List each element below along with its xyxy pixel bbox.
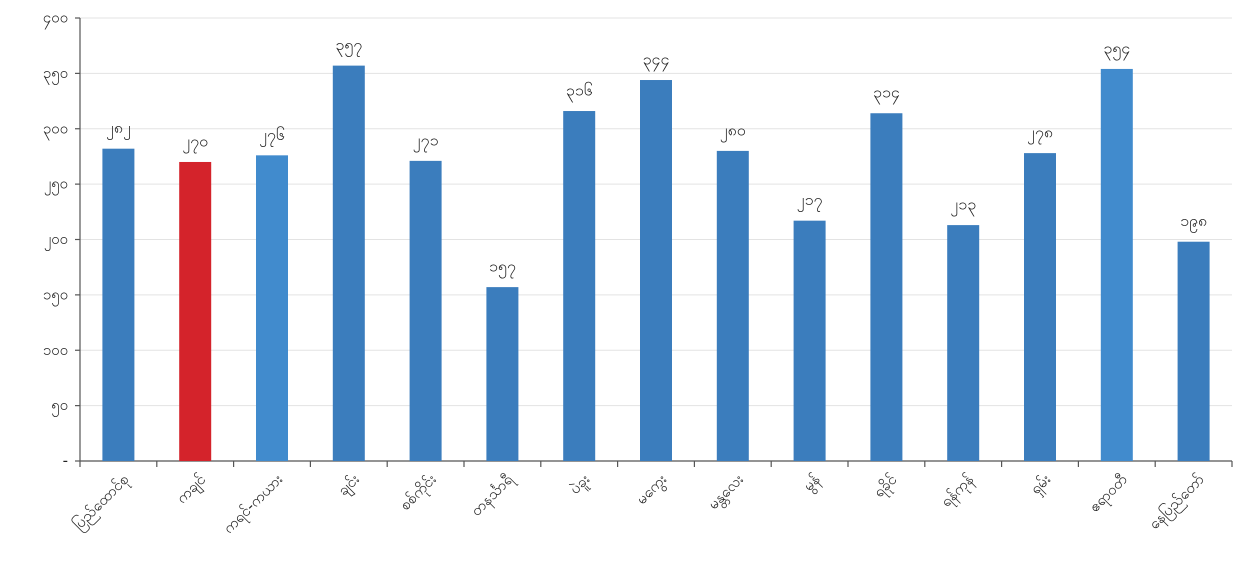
x-tick-label: ရခိုင် (870, 470, 903, 503)
bar (1177, 241, 1210, 461)
data-label: ၁၅၇ (489, 257, 516, 279)
y-tick-label: ၃၀၀ (43, 119, 68, 140)
x-tick-label: မန္တလေး (704, 470, 749, 515)
x-tick-label: ဧရာဝတီ (1085, 470, 1133, 518)
y-tick-label: ၁၅၀ (43, 285, 68, 306)
data-label: ၂၈၀ (720, 120, 746, 142)
data-label: ၂၇၆ (259, 125, 285, 147)
data-label: ၂၁၃ (950, 195, 976, 217)
x-tick-label: ကရင်-ကယား (219, 470, 288, 539)
bar (870, 113, 903, 462)
y-tick-label: ၁၀၀ (43, 341, 68, 359)
data-label: ၂၇၁ (413, 130, 439, 152)
y-tick-label: ၂၀၀ (44, 230, 68, 251)
bar (1024, 153, 1056, 462)
bar (640, 80, 672, 462)
data-label: ၂၇၈ (1027, 123, 1053, 145)
bar (563, 111, 596, 461)
x-tick-label: နေပြည်တော် (1144, 470, 1209, 535)
x-tick-label: ချင်း (334, 470, 365, 501)
x-tick-label: တနင်္သာရီ (467, 469, 519, 521)
x-tick-label: စစ်ကိုင်း (396, 470, 442, 516)
y-tick-label: ၃၅၀ (43, 64, 68, 85)
data-label: ၂၇၀ (182, 131, 208, 153)
data-label: ၃၁၄ (873, 83, 900, 105)
x-tick-label: မကွေး (632, 470, 672, 510)
x-tick-label: မွန် (799, 470, 825, 496)
bar (486, 287, 519, 461)
y-tick-label: ၅၀ (51, 396, 68, 417)
y-tick-label: ၄၀၀ (43, 9, 68, 30)
y-tick-label: - (63, 452, 68, 470)
bar (102, 148, 135, 461)
bar (409, 160, 442, 461)
data-label: ၃၄၄ (643, 50, 670, 72)
x-tick-label: ပဲခူး (566, 470, 596, 500)
data-label: ၂၁၇ (797, 190, 823, 212)
x-tick-label: ကချင် (173, 470, 212, 509)
y-tick-label: ၂၅၀ (44, 175, 68, 196)
bar (179, 161, 212, 461)
data-label: ၃၁၆ (566, 81, 593, 103)
bar (332, 65, 365, 461)
bar (793, 220, 826, 461)
data-label: ၃၅၄ (1103, 38, 1130, 60)
bar (1100, 68, 1133, 461)
data-label: ၃၅၇ (335, 35, 362, 57)
data-label: ၂၈၂ (106, 118, 131, 140)
x-tick-label: ပြည်ထောင်စု (69, 470, 135, 536)
x-tick-label: ရှမ်း (1026, 470, 1056, 500)
x-tick-label: ရန်ကုန် (937, 470, 979, 512)
bar (256, 155, 288, 461)
bar (947, 225, 980, 461)
data-label: ၁၉၈ (1180, 211, 1207, 233)
bar (716, 150, 749, 461)
